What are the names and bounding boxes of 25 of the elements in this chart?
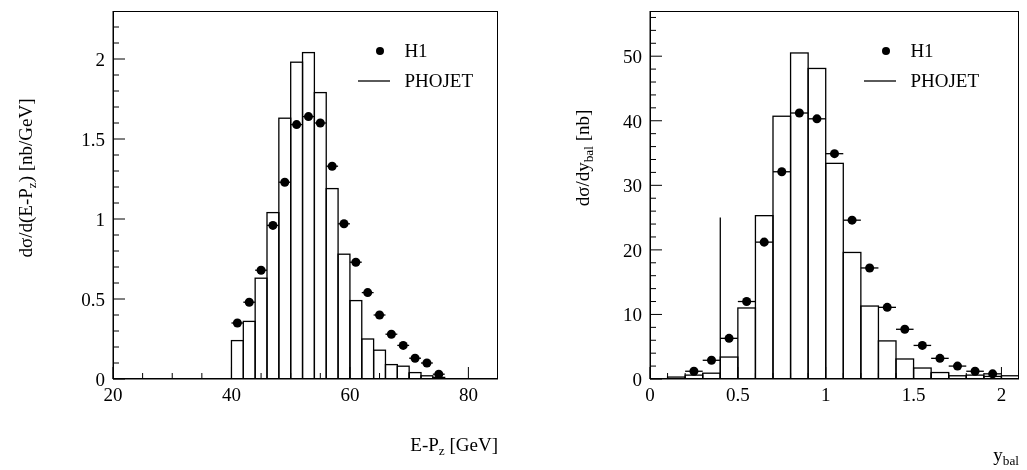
- x-tick-label: 60: [340, 384, 360, 405]
- legend-label: H1: [910, 40, 934, 62]
- x-tick-label: 0: [645, 384, 655, 405]
- y-tick-label: 0.5: [81, 289, 105, 310]
- y-tick-label: 0: [95, 369, 105, 390]
- x-tick-label: 1.5: [901, 384, 926, 405]
- x-axis-title: E-P$_{z}$ [GeV]: [410, 434, 498, 458]
- x-tick-label: 40: [221, 384, 241, 405]
- y-tick-label: 1.5: [81, 129, 105, 150]
- x-axis-title: y$_{bal}$: [993, 444, 1020, 468]
- x-tick-label: 0.5: [725, 384, 750, 405]
- x-tick-label: 1: [820, 384, 831, 405]
- legend-label: PHOJET: [910, 70, 979, 92]
- legend-label: PHOJET: [404, 70, 473, 92]
- y-tick-label: 0: [632, 369, 642, 390]
- y-tick-label: 40: [623, 110, 642, 132]
- y-tick-label: 50: [623, 46, 642, 68]
- y-tick-label: 2: [95, 49, 105, 70]
- y-tick-label: 10: [623, 304, 642, 326]
- x-tick-label: 2: [996, 384, 1007, 405]
- y-tick-label: 1: [95, 209, 105, 230]
- x-tick-label: 80: [458, 384, 478, 405]
- y-tick-label: 30: [623, 175, 642, 197]
- legend-label: H1: [404, 40, 428, 62]
- y-tick-label: 20: [623, 239, 642, 261]
